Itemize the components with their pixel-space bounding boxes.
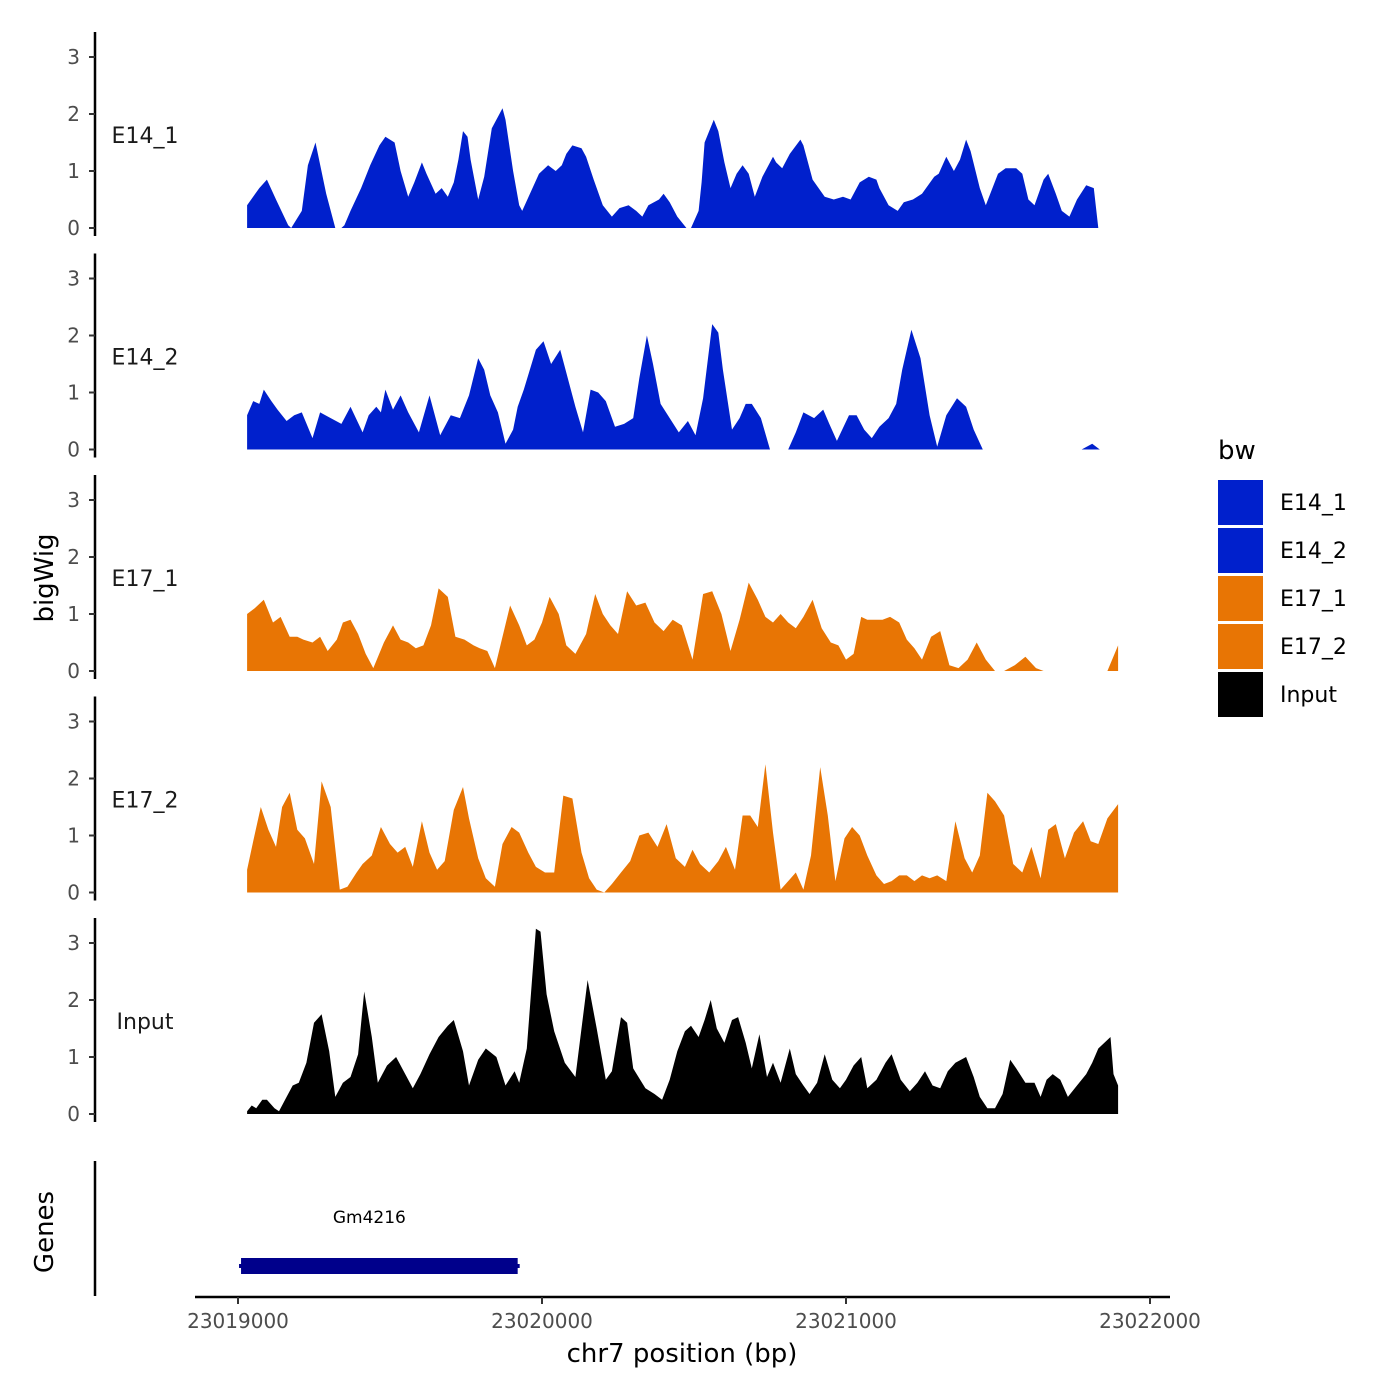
area-E17_2 — [247, 764, 1119, 893]
y-tick-label: 3 — [67, 710, 80, 734]
track-E17_1: 0 1 2 3 E17_1 — [67, 475, 1119, 683]
legend-label: E17_2 — [1280, 635, 1347, 660]
track-Input: 0 1 2 3 Input — [67, 918, 1119, 1126]
y-tick-label: 3 — [67, 488, 80, 512]
track-label: E17_2 — [112, 789, 179, 814]
y-tick-label: 0 — [67, 881, 80, 905]
y-tick-label: 2 — [67, 324, 80, 348]
y-tick-label: 1 — [67, 159, 80, 183]
legend-swatch — [1218, 624, 1263, 669]
x-tick-label: 23020000 — [491, 1309, 593, 1333]
area-E14_1 — [247, 108, 1119, 228]
y-tick-label: 2 — [67, 545, 80, 569]
genes-axis-title: Genes — [30, 1191, 60, 1273]
area-E17_1 — [247, 582, 1119, 671]
track-label: E14_1 — [112, 124, 179, 149]
track-label: E17_1 — [112, 567, 179, 592]
x-tick-label: 23019000 — [187, 1309, 289, 1333]
y-tick-label: 3 — [67, 45, 80, 69]
y-axis-title: bigWig — [30, 533, 60, 622]
legend-label: Input — [1280, 683, 1337, 708]
gene-label: Gm4216 — [333, 1208, 406, 1228]
legend-swatch — [1218, 528, 1263, 573]
y-tick-label: 1 — [67, 824, 80, 848]
track-E14_2: 0 1 2 3 E14_2 — [67, 253, 1117, 462]
area-Input — [247, 928, 1119, 1114]
y-tick-label: 1 — [67, 1045, 80, 1069]
x-tick-label: 23021000 — [795, 1309, 897, 1333]
legend-swatch — [1218, 480, 1263, 525]
legend-label: E14_1 — [1280, 491, 1347, 516]
y-tick-label: 2 — [67, 102, 80, 126]
track-label: E14_2 — [112, 346, 179, 371]
y-tick-label: 0 — [67, 1102, 80, 1126]
y-tick-label: 3 — [67, 931, 80, 955]
x-axis-title: chr7 position (bp) — [567, 1339, 798, 1369]
tracks-layer: 0 1 2 3 E14_1 0 1 2 3 E14_2 0 1 2 3 E17_1 0 1 2 3 E17_2 0 1 2 3… — [67, 32, 1119, 1126]
track-E14_1: 0 1 2 3 E14_1 — [67, 32, 1119, 240]
legend-swatch — [1218, 672, 1263, 717]
legend-swatch — [1218, 576, 1263, 621]
x-tick-label: 23022000 — [1099, 1309, 1201, 1333]
y-tick-label: 0 — [67, 438, 80, 462]
area-E14_2 — [247, 324, 1117, 450]
gene-track: Gm4216 — [93, 1161, 520, 1296]
x-axis: 23019000 23020000 23021000 23022000 — [187, 1295, 1201, 1333]
y-tick-label: 2 — [67, 988, 80, 1012]
track-label: Input — [117, 1010, 174, 1035]
y-tick-label: 1 — [67, 602, 80, 626]
y-tick-label: 0 — [67, 659, 80, 683]
y-tick-label: 2 — [67, 767, 80, 791]
legend: bw E14_1 E14_2 E17_1 E17_2 Input — [1218, 436, 1347, 717]
y-tick-label: 1 — [67, 381, 80, 405]
legend-label: E17_1 — [1280, 587, 1347, 612]
legend-label: E14_2 — [1280, 539, 1347, 564]
y-tick-label: 0 — [67, 216, 80, 240]
legend-title: bw — [1218, 436, 1256, 466]
track-E17_2: 0 1 2 3 E17_2 — [67, 696, 1119, 905]
y-tick-label: 3 — [67, 267, 80, 291]
